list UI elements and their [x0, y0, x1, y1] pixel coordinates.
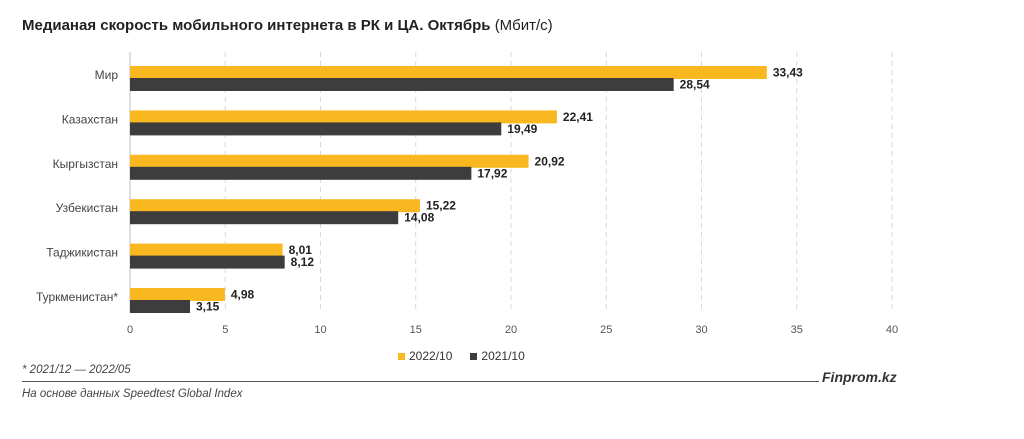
chart-title-unit: (Мбит/с): [494, 17, 553, 34]
chart-title-main: Медианая скорость мобильного интернета в…: [22, 17, 491, 34]
data-label: 8,01: [289, 243, 313, 257]
category-label: Узбекистан: [56, 201, 118, 215]
bar-2022: [130, 288, 225, 301]
data-label: 14,08: [404, 211, 434, 225]
data-label: 20,92: [535, 154, 565, 168]
x-tick-label: 25: [600, 324, 612, 336]
bar-2021: [130, 78, 674, 91]
bar-2022: [130, 110, 557, 124]
category-label: Таджикистан: [46, 246, 118, 260]
data-label: 8,12: [291, 255, 315, 269]
category-label: Туркменистан*: [36, 290, 118, 304]
data-label: 28,54: [680, 78, 710, 92]
data-label: 17,92: [477, 166, 507, 180]
x-tick-label: 40: [886, 324, 898, 336]
bar-2021: [130, 122, 502, 136]
x-tick-label: 10: [314, 324, 326, 336]
legend-swatch-2021: [470, 352, 478, 360]
category-label: Мир: [95, 68, 119, 82]
x-tick-label: 30: [695, 324, 707, 336]
bar-chart: 0 5 10 15 20 25 30 35 40 Мир 33,43 28,54 Казахстан 22…: [36, 52, 898, 336]
chart-legend: 2022/10 2021/10: [398, 349, 525, 363]
source-note: На основе данных Speedtest Global Index: [22, 388, 243, 400]
legend-item-2021: 2021/10: [470, 349, 525, 363]
data-label: 15,22: [426, 199, 456, 213]
data-label: 19,49: [507, 122, 537, 136]
bar-2021: [130, 211, 399, 225]
bar-2021: [130, 300, 191, 313]
category-label: Кыргызстан: [53, 157, 118, 171]
legend-label-2021: 2021/10: [481, 349, 525, 363]
data-label: 33,43: [773, 66, 803, 80]
bar-2022: [130, 154, 529, 168]
x-tick-label: 0: [127, 324, 133, 336]
x-tick-label: 5: [222, 324, 228, 336]
bar-2022: [130, 243, 283, 257]
legend-swatch-2022: [398, 352, 405, 360]
chart-title: Медианая скорость мобильного интернета в…: [22, 17, 553, 34]
bar-2021: [130, 166, 472, 180]
x-tick-label: 15: [410, 324, 422, 336]
data-label: 22,41: [563, 110, 593, 124]
brand-label: Finprom.kz: [822, 369, 897, 385]
footer-divider: [22, 381, 819, 382]
bar-2022: [130, 199, 420, 213]
category-label: Казахстан: [62, 112, 118, 126]
footnote: * 2021/12 — 2022/05: [22, 364, 131, 376]
data-label: 4,98: [231, 288, 255, 302]
legend-label-2022: 2022/10: [409, 349, 453, 363]
legend-item-2022: 2022/10: [398, 349, 452, 363]
bar-2021: [130, 255, 285, 269]
x-tick-label: 20: [505, 324, 517, 336]
x-tick-label: 35: [791, 324, 803, 336]
data-label: 3,15: [196, 300, 220, 314]
bar-2022: [130, 66, 767, 79]
